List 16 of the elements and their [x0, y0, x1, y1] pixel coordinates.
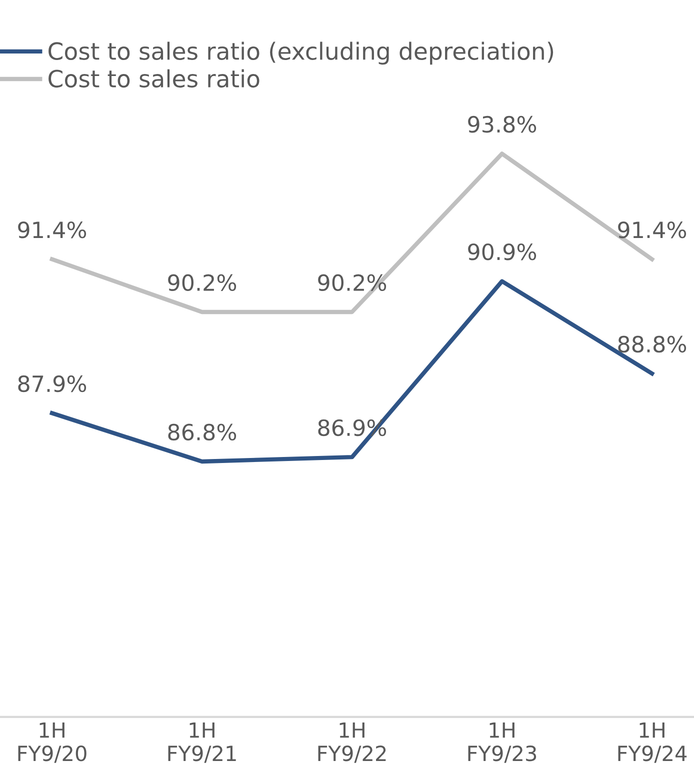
x-tick-label: 1H FY9/22 — [318, 722, 386, 763]
data-label: 90.2% — [168, 274, 236, 292]
data-label: 90.2% — [318, 274, 386, 292]
data-label: 88.8% — [618, 336, 686, 353]
legend-label: Cost to sales ratio (excluding depreciation) — [48, 42, 554, 65]
data-label: 91.4% — [18, 221, 86, 238]
x-tick-label: 1H FY9/20 — [18, 722, 86, 763]
data-label: 87.9% — [18, 375, 86, 392]
legend-label: Cost to sales ratio — [48, 69, 260, 88]
data-label: 90.9% — [468, 243, 536, 260]
x-tick-label: 1H FY9/23 — [468, 722, 536, 763]
x-tick-label: 1H FY9/21 — [168, 722, 236, 763]
x-tick-label: 1H FY9/24 — [618, 722, 687, 763]
data-label: 93.8% — [468, 116, 536, 133]
data-label: 91.4% — [618, 221, 686, 238]
data-label: 86.8% — [168, 424, 236, 441]
